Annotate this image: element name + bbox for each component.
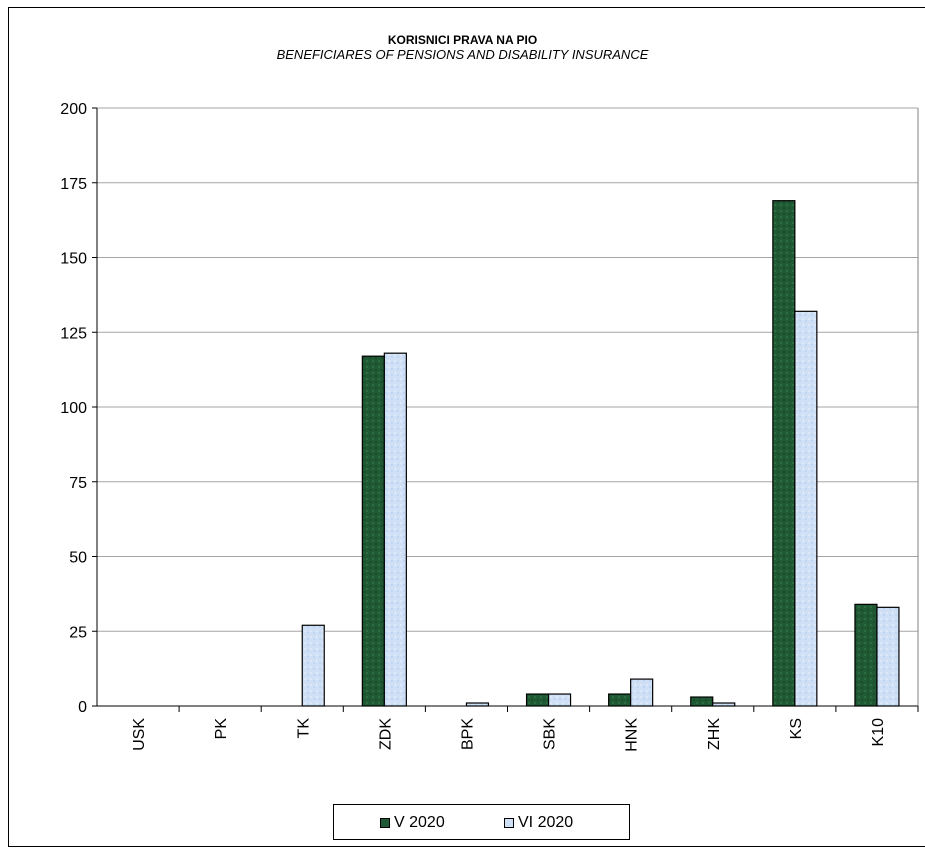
bar-vi2020 [876, 606, 900, 707]
x-tick-label: USK [131, 718, 148, 751]
y-tick-label: 0 [78, 699, 87, 716]
bar-v2020 [772, 200, 796, 707]
bar-v2020 [854, 603, 878, 707]
legend-label-vi2020: VI 2020 [518, 814, 574, 831]
bar-v2020 [608, 693, 632, 707]
bar-vi2020 [547, 693, 572, 707]
legend-swatch-v2020 [380, 818, 390, 828]
x-tick-label: KS [788, 718, 805, 739]
bar-vi2020 [301, 624, 325, 707]
y-tick-label: 75 [69, 475, 87, 492]
y-tick-label: 125 [60, 325, 87, 342]
y-tick-label: 25 [69, 624, 87, 641]
bar-vi2020 [630, 678, 654, 707]
legend-item-v2020: V 2020 [380, 814, 445, 832]
legend-swatch-vi2020 [504, 818, 514, 828]
y-tick-label: 150 [60, 251, 87, 268]
chart-subtitle: BENEFICIARES OF PENSIONS AND DISABILITY … [276, 47, 649, 62]
y-tick-label: 200 [60, 101, 87, 118]
y-tick-label: 50 [69, 550, 87, 567]
y-tick-label: 175 [60, 176, 87, 193]
chart-title: KORISNICI PRAVA NA PIO [387, 33, 538, 47]
x-tick-label: K10 [870, 718, 887, 747]
x-tick-label: PK [213, 718, 230, 740]
x-tick-label: ZHK [706, 718, 723, 750]
y-tick-label: 100 [60, 400, 87, 417]
x-tick-label: HNK [624, 718, 641, 752]
bar-vi2020 [794, 310, 818, 707]
legend-item-vi2020: VI 2020 [504, 814, 573, 832]
chart-frame [8, 7, 925, 847]
x-tick-label: BPK [459, 718, 476, 750]
legend-label-v2020: V 2020 [394, 814, 445, 831]
x-tick-label: SBK [542, 718, 559, 750]
bar-v2020 [690, 696, 714, 707]
chart-legend: V 2020 VI 2020 [333, 804, 630, 840]
x-tick-label: TK [295, 718, 312, 739]
bar-v2020 [361, 355, 385, 707]
x-tick-label: ZDK [377, 718, 394, 750]
bar-vi2020 [383, 352, 407, 707]
bar-v2020 [525, 693, 550, 707]
